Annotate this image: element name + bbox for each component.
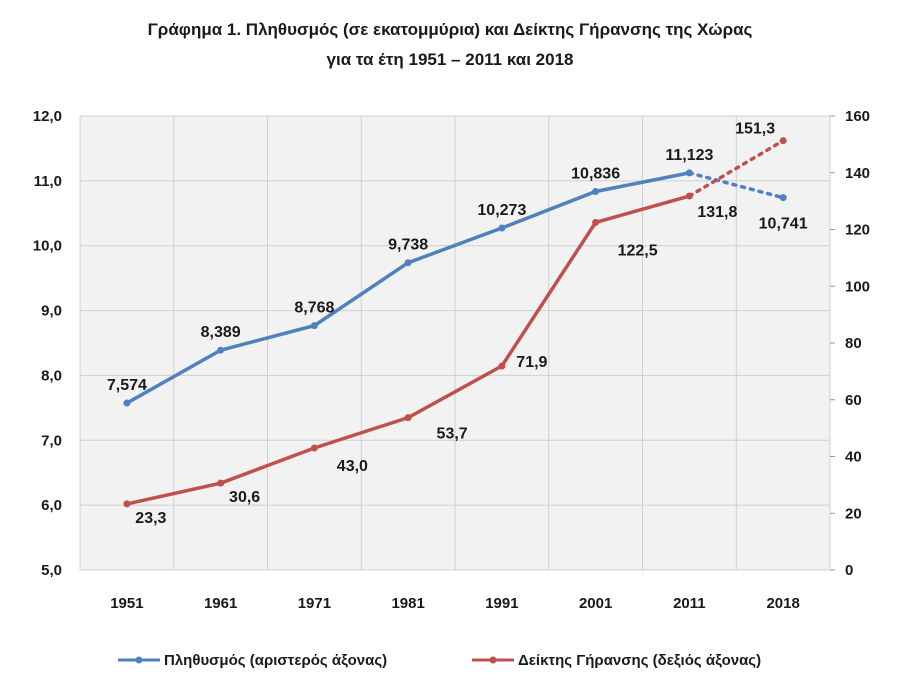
x-tick-label: 2011	[673, 595, 706, 612]
data-label: 71,9	[516, 354, 547, 371]
y-right-tick-label: 140	[845, 165, 870, 182]
data-label: 10,741	[759, 216, 808, 233]
y-left-tick-label: 6,0	[41, 497, 62, 514]
data-point	[779, 137, 787, 145]
data-label: 131,8	[697, 204, 737, 221]
series-dotted-segment-0	[687, 171, 785, 200]
data-point	[498, 224, 506, 232]
y-right-tick-label: 120	[845, 222, 870, 239]
chart-subtitle: για τα έτη 1951 – 2011 και 2018	[326, 50, 574, 69]
data-label: 151,3	[735, 121, 775, 138]
data-point	[217, 479, 225, 487]
y-left-tick-label: 11,0	[34, 173, 62, 190]
legend-marker	[489, 656, 497, 664]
x-tick-label: 1971	[298, 595, 331, 612]
y-right-tick-label: 40	[845, 449, 862, 466]
y-right-tick-label: 0	[845, 562, 853, 579]
data-point	[217, 346, 225, 354]
legend-marker	[135, 656, 143, 664]
y-left-tick-label: 7,0	[41, 432, 62, 449]
y-right-tick-label: 160	[845, 108, 870, 125]
y-right-tick-label: 100	[845, 278, 870, 295]
x-tick-label: 2001	[579, 595, 612, 612]
chart-title: Γράφημα 1. Πληθυσμός (σε εκατομμύρια) κα…	[147, 20, 753, 39]
data-point	[592, 218, 600, 226]
data-point	[310, 444, 318, 452]
y-right-tick-label: 80	[845, 335, 862, 352]
data-point	[123, 500, 131, 508]
y-left-tick-label: 8,0	[41, 367, 62, 384]
legend-label: Δείκτης Γήρανσης (δεξιός άξονας)	[518, 652, 761, 669]
data-label: 30,6	[229, 489, 260, 506]
x-tick-label: 1991	[485, 595, 518, 612]
y-left-tick-label: 9,0	[41, 303, 62, 320]
series-dotted-segment-1	[687, 138, 785, 198]
data-label: 43,0	[337, 458, 368, 475]
data-point	[685, 169, 693, 177]
y-left-tick-label: 5,0	[41, 562, 62, 579]
data-point	[498, 362, 506, 370]
data-label: 8,768	[294, 300, 334, 317]
data-point	[404, 259, 412, 267]
data-point	[592, 187, 600, 195]
x-tick-label: 1961	[204, 595, 237, 612]
y-right-tick-label: 60	[845, 392, 862, 409]
y-left-tick-label: 10,0	[33, 238, 62, 255]
data-point	[685, 192, 693, 200]
y-left-tick-label: 12,0	[33, 108, 62, 125]
legend-label: Πληθυσμός (αριστερός άξονας)	[164, 652, 387, 669]
data-label: 10,836	[571, 165, 620, 182]
data-label: 23,3	[135, 510, 166, 527]
data-point	[123, 399, 131, 407]
data-point	[779, 194, 787, 202]
data-point	[404, 414, 412, 422]
data-label: 122,5	[618, 242, 658, 259]
data-label: 53,7	[437, 426, 468, 443]
data-label: 11,123	[665, 147, 713, 164]
x-tick-label: 1951	[110, 595, 143, 612]
data-label: 9,738	[388, 237, 428, 254]
y-right-tick-label: 20	[845, 505, 862, 522]
x-tick-label: 2018	[766, 595, 799, 612]
data-label: 7,574	[107, 377, 147, 394]
x-tick-label: 1981	[391, 595, 424, 612]
data-label: 8,389	[201, 324, 241, 341]
data-label: 10,273	[477, 202, 526, 219]
data-point	[310, 322, 318, 330]
